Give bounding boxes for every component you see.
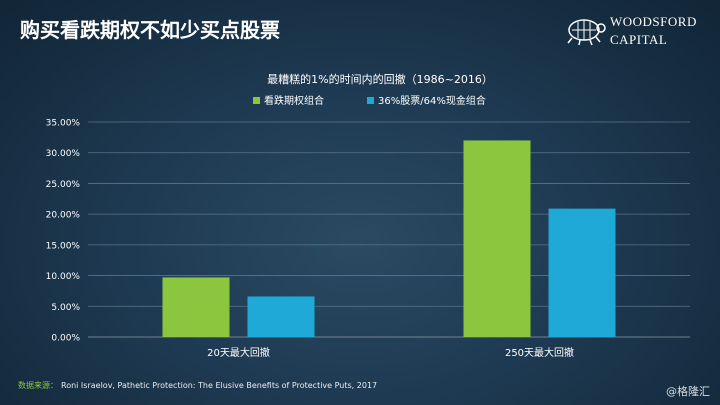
slide-title: 购买看跌期权不如少买点股票 — [20, 18, 280, 42]
y-tick-label: 30.00% — [46, 149, 81, 159]
legend-label-series1: 看跌期权组合 — [264, 94, 324, 107]
legend-label-series2: 36%股票/64%现金组合 — [378, 94, 486, 107]
y-tick-label: 0.00% — [51, 334, 80, 344]
source-note: 数据来源： Roni Israelov, Pathetic Protection:… — [18, 380, 377, 391]
source-text: Roni Israelov, Pathetic Protection: The … — [61, 381, 378, 390]
x-category-label: 250天最大回撤 — [505, 346, 574, 359]
y-tick-label: 20.00% — [46, 211, 81, 221]
logo-text-line1: WOODSFORD — [610, 14, 697, 29]
x-category-label: 20天最大回撤 — [207, 346, 270, 359]
chart-title: 最糟糕的1%的时间内的回撤（1986~2016） — [267, 72, 493, 86]
bars — [162, 140, 616, 337]
logo-text-line2: CAPITAL — [610, 32, 668, 47]
bar-2-1 — [247, 296, 315, 337]
legend-swatch-series1 — [253, 97, 260, 104]
source-label: 数据来源： — [18, 381, 58, 390]
bar-2-2 — [548, 208, 616, 337]
y-tick-label: 5.00% — [51, 303, 80, 313]
y-axis-ticks: 0.00% 5.00% 10.00% 15.00% 20.00% 25.00% 30.00%… — [46, 119, 81, 344]
y-tick-label: 35.00% — [46, 119, 81, 129]
y-tick-label: 25.00% — [46, 180, 81, 190]
bar-1-1 — [162, 277, 230, 337]
watermark: @格隆汇 — [666, 385, 710, 398]
chart-legend: 看跌期权组合 36%股票/64%现金组合 — [253, 94, 486, 107]
turtle-icon — [567, 19, 606, 46]
y-tick-label: 15.00% — [46, 241, 81, 251]
woodsford-logo: WOODSFORD CAPITAL — [564, 12, 704, 52]
x-axis-labels: 20天最大回撤 250天最大回撤 — [207, 346, 574, 359]
y-tick-label: 10.00% — [46, 272, 81, 282]
bar-1-2 — [463, 140, 531, 337]
legend-swatch-series2 — [367, 97, 374, 104]
